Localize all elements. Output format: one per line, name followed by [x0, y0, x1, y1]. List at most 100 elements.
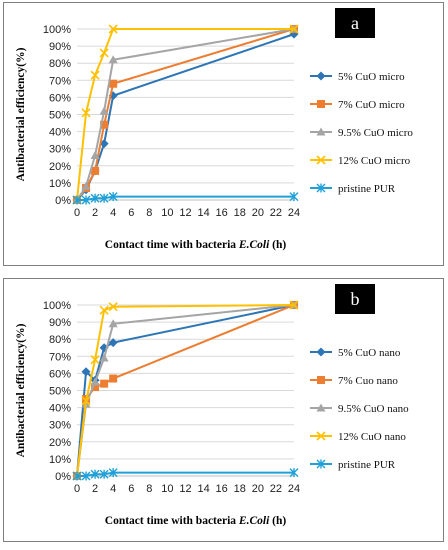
chart-a-x-tick-label: 2	[92, 207, 98, 219]
chart-a-x-axis-label: Contact time with bacteria E.Coli (h)	[105, 239, 287, 251]
chart-a-y-tick-label: 100%	[43, 24, 71, 36]
chart-a-legend-label: 12% CuO micro	[338, 155, 411, 167]
chart-a-legend-item: 7% CuO micro	[310, 99, 405, 111]
chart-b-series-4	[72, 300, 299, 481]
chart-b-data-point	[81, 396, 91, 406]
chart-a-x-tick-label: 10	[161, 207, 173, 219]
chart-a-data-point	[81, 181, 91, 190]
chart-b-data-point	[90, 469, 100, 479]
chart-b-legend-item: 12% CuO nano	[310, 431, 406, 443]
chart-a-legend-item: pristine PUR	[310, 183, 396, 195]
chart-b-x-tick-label: 8	[146, 483, 152, 495]
chart-b-x-tick-label: 20	[252, 483, 264, 495]
chart-b-x-tick-label: 0	[74, 483, 80, 495]
chart-b-legend-item: 5% CuO nano	[310, 347, 401, 359]
chart-panel-a: 0% 10% 20% 30% 40% 50% 60% 70% 80% 90% 100% 0 2 4 6 8 10…	[3, 2, 444, 266]
chart-b-y-tick-label: 0%	[55, 471, 71, 483]
chart-b-data-point	[81, 367, 91, 377]
chart-b-series-line	[77, 471, 294, 477]
chart-a-svg: 0%10%20%30%40%50%60%70%80%90%100%0 2 4 6 8 10…	[15, 24, 413, 251]
chart-b-x-tick-label: 22	[270, 483, 282, 495]
chart-b-x-tick-label: 16	[216, 483, 228, 495]
chart-b-x-tick-label: 18	[234, 483, 246, 495]
chart-a-legend-label: 9.5% CuO micro	[338, 127, 413, 139]
chart-b-legend-label: pristine PUR	[338, 459, 396, 471]
chart-b-x-axis-label: Contact time with bacteria E.Coli (h)	[105, 515, 287, 527]
chart-b-y-tick-label: 100%	[43, 300, 71, 312]
chart-b-data-point	[90, 355, 100, 365]
chart-b-legend-marker	[316, 403, 326, 412]
chart-a-data-point	[99, 48, 109, 58]
chart-a-y-tick-label: 70%	[49, 75, 71, 87]
chart-b-x-tick-label: 4	[110, 483, 116, 495]
chart-b-y-tick-label: 20%	[49, 437, 71, 449]
chart-b-legend-marker	[316, 431, 326, 441]
chart-a-data-point	[99, 193, 109, 203]
chart-a-data-point	[108, 192, 118, 202]
chart-a-data-point	[108, 55, 118, 64]
chart-b-data-point	[99, 353, 109, 362]
chart-b-legend-label: 12% CuO nano	[338, 431, 406, 443]
chart-b-legend-marker	[316, 347, 326, 357]
panel-label-a: a	[335, 8, 375, 38]
chart-a-data-point	[90, 151, 100, 160]
chart-a-y-tick-label: 50%	[49, 110, 71, 122]
chart-b-legend-item: pristine PUR	[310, 459, 396, 471]
chart-b-data-point	[90, 377, 100, 386]
chart-a-data-point	[90, 70, 100, 80]
chart-a-x-tick-label: 16	[216, 207, 228, 219]
chart-a-data-point	[99, 106, 109, 115]
chart-a-data-point	[81, 108, 91, 118]
chart-a-legend-marker	[316, 71, 326, 81]
chart-b-legend-marker	[317, 376, 325, 384]
chart-b-data-point	[99, 469, 109, 479]
chart-panel-b: 0% 10% 20% 30% 40% 50% 60% 70% 80% 90% 100% 0 2 4 6 8 10…	[3, 278, 444, 542]
chart-b-y-tick-label: 60%	[49, 368, 71, 380]
chart-a-y-tick-label: 20%	[49, 161, 71, 173]
chart-b-data-point	[108, 468, 118, 478]
chart-b-svg: 0%10%20%30%40%50%60%70%80%90%100%0 2 4 6 8 10…	[15, 300, 409, 527]
chart-b-y-tick-label: 70%	[49, 351, 71, 363]
chart-b-data-point	[108, 338, 118, 348]
chart-a-x-tick-label: 4	[110, 207, 116, 219]
chart-a-series-5	[72, 192, 299, 205]
chart-a-y-tick-label: 60%	[49, 92, 71, 104]
chart-b-data-point	[109, 374, 118, 383]
chart-a-legend-label: 5% CuO micro	[338, 71, 405, 83]
chart-a-x-tick-label: 22	[270, 207, 282, 219]
chart-b-x-tick-label: 6	[128, 483, 134, 495]
chart-b-series-line	[76, 304, 295, 477]
chart-a-data-point	[108, 24, 118, 34]
chart-a-y-axis-label: Antibacterial efficiency(%)	[15, 47, 27, 181]
chart-b-data-point	[289, 300, 299, 310]
chart-b-y-axis-label: Antibacterial efficiency(%)	[15, 323, 27, 457]
chart-a-legend-label: pristine PUR	[338, 183, 396, 195]
chart-b-data-point	[99, 305, 109, 315]
chart-a-legend-item: 9.5% CuO micro	[310, 127, 413, 139]
panel-label-b: b	[335, 284, 375, 314]
chart-b-x-tick-label: 14	[197, 483, 209, 495]
chart-a-legend-marker	[317, 100, 325, 108]
chart-b-y-tick-label: 10%	[49, 454, 71, 466]
chart-a-y-tick-label: 90%	[49, 41, 71, 53]
chart-a-data-point	[72, 195, 82, 205]
chart-a-y-tick-label: 40%	[49, 127, 71, 139]
chart-b-data-point	[289, 468, 299, 478]
chart-a-x-tick-label: 24	[288, 207, 300, 219]
chart-a-y-tick-label: 80%	[49, 58, 71, 70]
chart-b-data-point	[108, 319, 118, 328]
chart-b-data-point	[100, 379, 109, 388]
chart-a-data-point	[109, 79, 118, 88]
chart-a-data-point	[81, 195, 91, 205]
chart-a-legend-marker	[316, 127, 326, 136]
chart-b-legend-item: 9.5% CuO nano	[310, 403, 409, 415]
chart-b-y-tick-label: 90%	[49, 317, 71, 329]
chart-a-series-line	[76, 28, 294, 201]
chart-a-legend-item: 5% CuO micro	[310, 71, 405, 83]
chart-a-y-tick-label: 0%	[55, 195, 71, 207]
chart-a-data-point	[289, 192, 299, 202]
chart-a-data-point	[289, 24, 299, 34]
chart-a-legend-item: 12% CuO micro	[310, 155, 411, 167]
chart-a-x-tick-label: 0	[74, 207, 80, 219]
chart-a-legend-marker	[316, 183, 326, 193]
